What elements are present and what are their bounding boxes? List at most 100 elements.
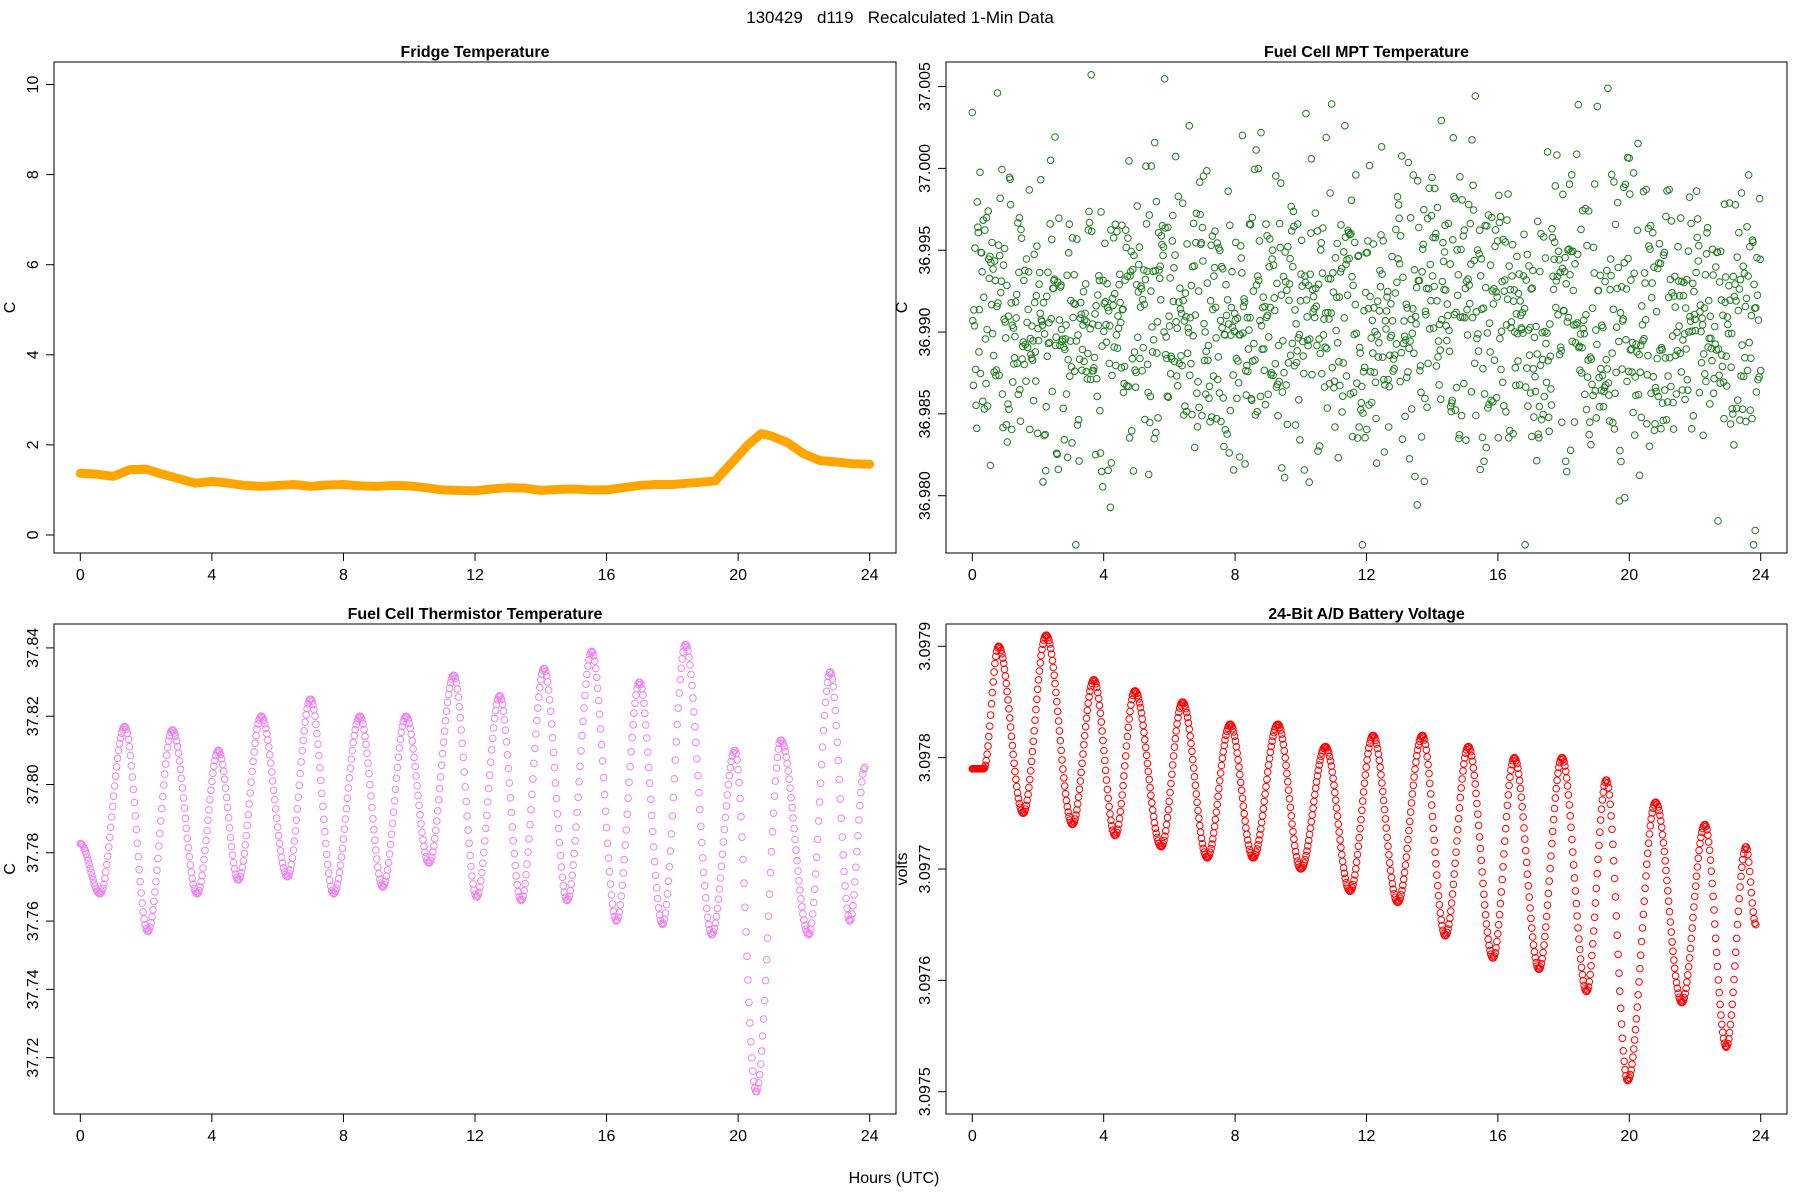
data-point	[1287, 227, 1296, 235]
data-point	[349, 738, 358, 747]
data-point	[123, 729, 132, 738]
y-tick-label: 37.82	[25, 696, 42, 736]
data-point	[1566, 812, 1574, 820]
data-point	[1055, 316, 1064, 324]
data-point	[1336, 836, 1344, 844]
data-point	[1087, 71, 1095, 79]
data-point	[1286, 351, 1295, 360]
data-point	[1155, 274, 1164, 283]
data-point	[1569, 286, 1578, 295]
data-point	[1691, 892, 1699, 901]
data-point	[643, 734, 651, 742]
data-point	[398, 722, 407, 731]
data-point	[1060, 436, 1069, 444]
data-point	[1657, 424, 1665, 433]
data-point	[1155, 266, 1163, 274]
series-fridge	[75, 429, 875, 496]
y-tick-label: 3.0979	[917, 622, 934, 671]
data-point	[1305, 478, 1313, 487]
data-point	[278, 859, 287, 867]
data-point	[1540, 941, 1548, 949]
data-point	[1570, 874, 1579, 882]
data-point	[536, 683, 544, 692]
data-point	[1592, 414, 1601, 422]
data-point	[578, 732, 586, 740]
data-point	[1696, 839, 1704, 848]
data-point	[466, 851, 474, 860]
data-point	[1173, 720, 1181, 728]
data-point	[268, 777, 277, 785]
data-point	[1079, 287, 1088, 296]
data-point	[115, 739, 124, 748]
data-point	[772, 764, 781, 772]
data-point	[1065, 220, 1074, 228]
data-point	[1149, 812, 1158, 821]
data-point	[978, 397, 987, 406]
data-point	[1082, 714, 1091, 723]
data-point	[454, 693, 463, 701]
data-point	[1452, 848, 1460, 857]
data-point	[1231, 316, 1240, 324]
data-point	[1013, 359, 1022, 368]
data-point	[1303, 313, 1311, 321]
data-point	[1387, 873, 1396, 882]
data-point	[1517, 793, 1526, 802]
data-point	[849, 902, 857, 910]
data-point	[1301, 855, 1309, 864]
data-point	[842, 894, 850, 903]
data-point	[1417, 433, 1426, 441]
data-point	[1529, 266, 1537, 275]
data-point	[1749, 541, 1758, 549]
data-point	[373, 855, 381, 863]
data-point	[1107, 816, 1115, 825]
data-point	[419, 836, 427, 844]
data-point	[1571, 260, 1579, 268]
data-point	[1492, 288, 1500, 296]
data-point	[1400, 317, 1408, 325]
data-point	[1238, 269, 1246, 277]
data-point	[1403, 373, 1411, 382]
data-point	[1495, 910, 1504, 919]
data-point	[1612, 323, 1621, 332]
data-point	[1237, 786, 1246, 795]
data-point	[1577, 369, 1586, 377]
data-point	[1372, 459, 1381, 468]
data-point	[1108, 371, 1116, 380]
data-point	[1123, 732, 1132, 741]
data-point	[1244, 367, 1252, 376]
data-point	[416, 811, 424, 819]
data-point	[785, 775, 794, 784]
data-point	[1558, 753, 1567, 762]
data-point	[1151, 824, 1160, 833]
data-point	[1033, 429, 1042, 438]
data-point	[1556, 268, 1564, 277]
data-point	[320, 815, 328, 824]
data-point	[1412, 320, 1420, 328]
data-point	[855, 816, 863, 824]
data-point	[1311, 209, 1320, 217]
data-point	[1733, 920, 1742, 929]
data-point	[1114, 312, 1122, 320]
data-point	[999, 261, 1008, 270]
data-point	[829, 683, 838, 691]
data-point	[1338, 392, 1347, 401]
data-point	[1002, 679, 1011, 688]
data-point	[1057, 325, 1066, 334]
data-point	[1501, 824, 1510, 833]
data-point	[1535, 402, 1544, 411]
data-point	[1094, 688, 1102, 697]
data-point	[1485, 319, 1494, 328]
data-point	[1030, 298, 1039, 307]
data-point	[1032, 291, 1041, 300]
data-point	[1247, 396, 1256, 405]
data-point	[573, 808, 581, 817]
data-point	[1315, 442, 1324, 450]
data-point	[791, 835, 799, 844]
data-point	[1721, 298, 1729, 307]
data-point	[1670, 956, 1678, 964]
data-point	[370, 826, 378, 834]
data-point	[1302, 851, 1310, 860]
data-point	[1505, 262, 1513, 270]
data-point	[103, 860, 111, 869]
data-point	[475, 888, 483, 897]
